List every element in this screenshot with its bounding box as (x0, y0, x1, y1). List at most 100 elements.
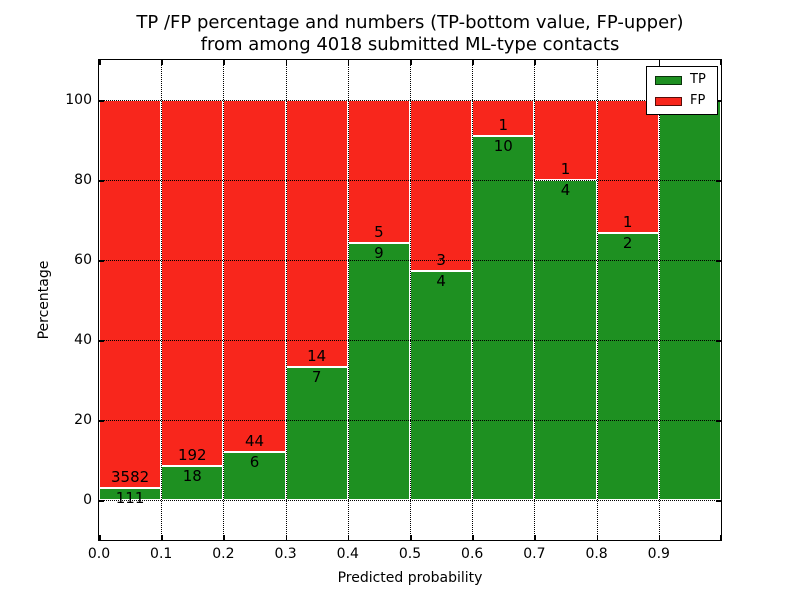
bar-segment-tp (223, 452, 286, 500)
y-axis-tick (716, 340, 721, 342)
bar-segment-fp (410, 100, 473, 272)
y-axis-tick (99, 260, 104, 262)
legend: TP FP (646, 66, 718, 115)
y-tick-label: 80 (74, 172, 92, 188)
gridline-horizontal (99, 420, 721, 421)
x-axis-tick (410, 535, 412, 540)
x-axis-tick (658, 60, 661, 65)
x-axis-tick (596, 535, 599, 540)
y-tick-label: 40 (74, 332, 92, 348)
x-axis-tick (472, 60, 474, 65)
bar-value-label-fp: 3 (436, 251, 446, 270)
bar-value-label-fp: 5 (374, 222, 384, 241)
x-axis-tick (719, 60, 721, 65)
bar-segment-tp (285, 366, 348, 500)
x-axis-tick (99, 535, 101, 540)
bar-value-label-tp: 4 (560, 181, 571, 199)
y-tick-label: 60 (74, 252, 92, 268)
y-axis-title: Percentage (36, 260, 52, 340)
bar-value-label-fp: 14 (307, 346, 327, 365)
bar-segment-tp (410, 271, 473, 500)
fp-swatch-icon (655, 97, 682, 106)
bar-value-label-fp: 3582 (111, 467, 150, 486)
y-axis-tick (716, 180, 721, 182)
gridline-vertical (596, 60, 598, 540)
gridline-horizontal (99, 340, 721, 341)
bar-value-label-tp: 9 (374, 243, 384, 262)
gridline-vertical (285, 60, 287, 540)
x-axis-tick (347, 535, 350, 540)
x-tick-label: 0.1 (150, 546, 173, 562)
x-axis-tick (285, 535, 288, 540)
y-axis-tick (716, 100, 721, 102)
x-tick-label: 0.6 (461, 546, 484, 562)
x-tick-label: 0.8 (585, 546, 608, 562)
gridline-vertical (161, 60, 163, 540)
bar-segment-tp (161, 465, 224, 500)
bar-value-label-tp: 10 (493, 137, 513, 156)
bar-segment-fp (347, 100, 410, 243)
x-tick-label: 0.4 (336, 546, 359, 562)
plot-area: 358211119218446147593411014124 (98, 59, 722, 541)
bar-segment-tp (658, 100, 721, 500)
gridline-vertical (534, 60, 536, 540)
gridline-horizontal (99, 100, 721, 101)
bar-segment-fp (285, 100, 348, 367)
gridline-vertical (223, 60, 225, 540)
bar-value-label-tp: 6 (249, 453, 260, 471)
y-axis-tick (716, 500, 721, 502)
gridline-horizontal (99, 500, 721, 501)
bar-value-label-fp: 192 (177, 445, 207, 464)
x-axis-tick (223, 60, 225, 65)
x-axis-tick (410, 60, 412, 65)
legend-label-tp: TP (690, 72, 706, 87)
y-axis-tick (716, 420, 721, 422)
x-tick-label: 0.2 (212, 546, 235, 562)
x-tick-label: 0.7 (523, 546, 546, 562)
gridline-horizontal (99, 260, 721, 261)
y-axis-tick (99, 500, 104, 502)
y-axis-tick (99, 420, 104, 422)
y-axis-tick (99, 180, 104, 182)
x-axis-tick (658, 535, 661, 540)
x-axis-tick (596, 60, 599, 65)
x-axis-tick (472, 535, 474, 540)
bar-value-label-tp: 111 (115, 488, 145, 507)
y-axis-tick (99, 340, 104, 342)
bar-segment-tp (99, 487, 162, 500)
x-axis-tick (161, 60, 163, 65)
bar-segment-fp (223, 100, 286, 452)
bar-segment-fp (161, 100, 224, 466)
gridline-vertical (347, 60, 349, 540)
bar-value-label-fp: 1 (498, 116, 509, 135)
gridline-vertical (472, 60, 474, 540)
bar-segment-tp (347, 242, 410, 500)
x-tick-label: 0.0 (87, 546, 111, 562)
bar-value-label-tp: 7 (311, 367, 322, 386)
bar-value-label-fp: 44 (244, 432, 265, 450)
gridline-vertical (410, 60, 411, 540)
bar-value-label-tp: 4 (436, 272, 446, 291)
x-tick-label: 0.3 (274, 546, 297, 562)
x-axis-tick (285, 60, 288, 65)
legend-label-fp: FP (690, 93, 706, 108)
bar-value-label-tp: 2 (622, 234, 633, 253)
y-tick-label: 20 (74, 412, 92, 428)
legend-entry-fp: FP (647, 91, 717, 111)
y-axis-tick (716, 260, 721, 262)
x-axis-tick (534, 60, 536, 65)
x-axis-tick (161, 535, 163, 540)
gridline-vertical (658, 60, 660, 540)
x-tick-label: 0.5 (398, 546, 422, 562)
bar-value-label-fp: 1 (622, 213, 633, 232)
bar-value-label-tp: 18 (182, 466, 202, 485)
x-axis-tick (99, 60, 101, 65)
x-axis-tick (223, 535, 225, 540)
bar-segment-tp (472, 136, 535, 500)
chart-title-line-2: from among 4018 submitted ML-type contac… (200, 34, 620, 55)
x-axis-tick (534, 535, 536, 540)
y-tick-label: 100 (65, 92, 92, 108)
y-tick-label: 0 (83, 492, 92, 508)
y-axis-tick (99, 100, 104, 102)
